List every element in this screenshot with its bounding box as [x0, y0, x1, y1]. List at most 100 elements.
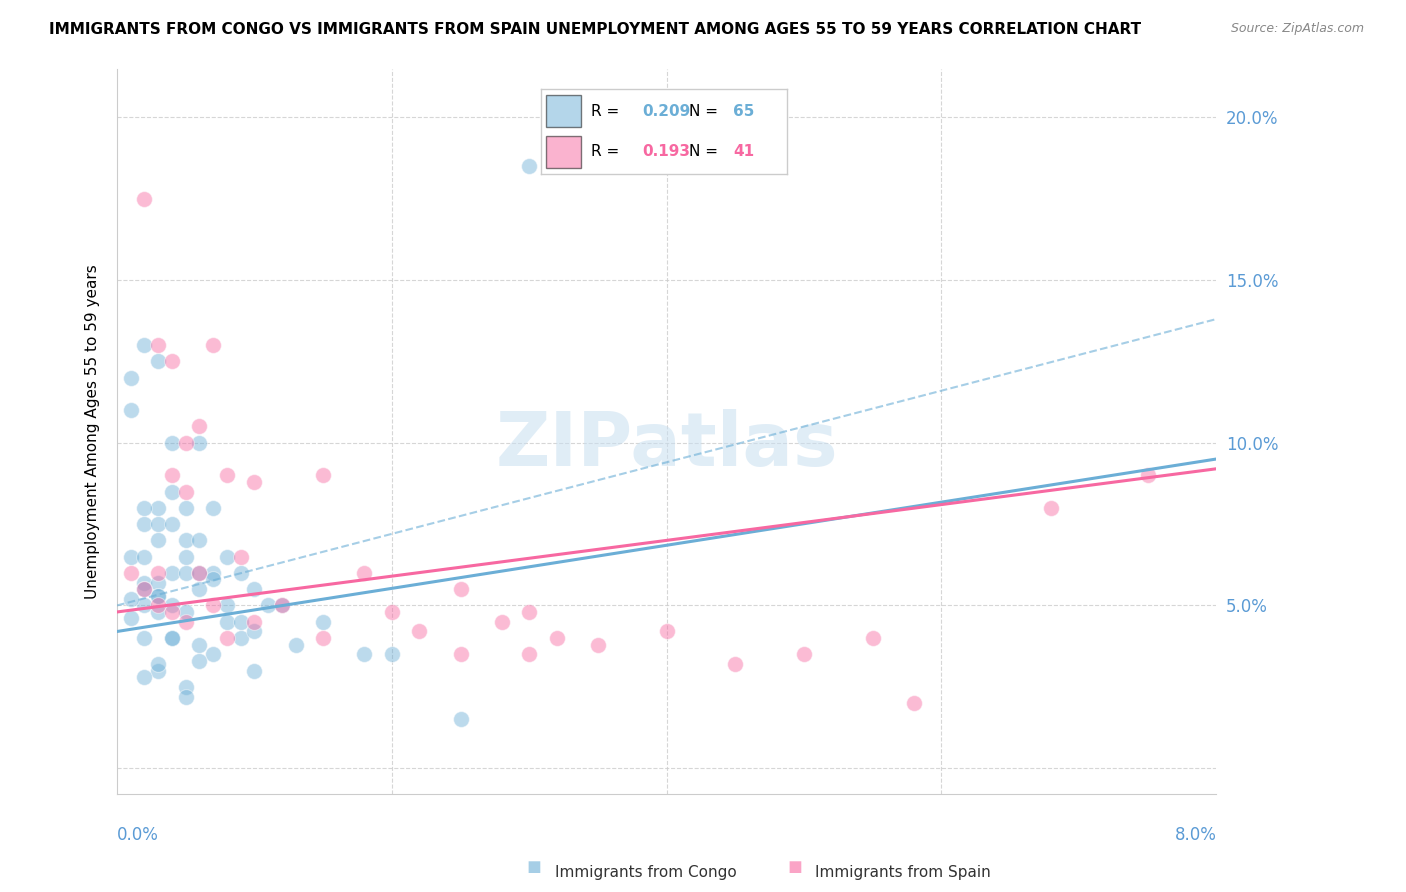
Point	[160, 631, 183, 645]
Point	[243, 582, 266, 597]
Text: R =: R =	[591, 103, 624, 119]
Text: 0.193: 0.193	[643, 145, 690, 160]
Text: 0.209: 0.209	[643, 103, 690, 119]
Point	[188, 638, 211, 652]
Point	[188, 582, 211, 597]
Point	[160, 354, 183, 368]
Point	[381, 647, 404, 661]
Point	[188, 419, 211, 434]
Point	[174, 533, 197, 548]
Point	[188, 435, 211, 450]
Text: 41: 41	[734, 145, 755, 160]
Point	[491, 615, 513, 629]
Point	[655, 624, 678, 639]
Point	[381, 605, 404, 619]
Point	[450, 712, 472, 726]
Point	[148, 500, 170, 515]
Point	[243, 664, 266, 678]
Point	[1136, 468, 1159, 483]
Point	[160, 468, 183, 483]
Point	[148, 566, 170, 580]
Point	[215, 631, 238, 645]
Point	[202, 338, 225, 352]
Point	[724, 657, 747, 671]
Point	[284, 638, 307, 652]
Point	[148, 338, 170, 352]
Point	[134, 338, 156, 352]
Text: IMMIGRANTS FROM CONGO VS IMMIGRANTS FROM SPAIN UNEMPLOYMENT AMONG AGES 55 TO 59 : IMMIGRANTS FROM CONGO VS IMMIGRANTS FROM…	[49, 22, 1142, 37]
Text: R =: R =	[591, 145, 624, 160]
Text: N =: N =	[689, 145, 723, 160]
Text: Immigrants from Spain: Immigrants from Spain	[815, 865, 991, 880]
Point	[160, 566, 183, 580]
Point	[174, 690, 197, 704]
Point	[450, 582, 472, 597]
Point	[188, 566, 211, 580]
Point	[546, 631, 568, 645]
Text: Source: ZipAtlas.com: Source: ZipAtlas.com	[1230, 22, 1364, 36]
Point	[174, 500, 197, 515]
Point	[408, 624, 430, 639]
Point	[134, 670, 156, 684]
FancyBboxPatch shape	[547, 95, 581, 128]
Point	[134, 517, 156, 532]
Point	[174, 435, 197, 450]
Text: N =: N =	[689, 103, 723, 119]
Point	[202, 647, 225, 661]
Point	[148, 533, 170, 548]
Point	[160, 517, 183, 532]
Point	[174, 549, 197, 564]
Point	[202, 599, 225, 613]
Point	[134, 549, 156, 564]
Point	[160, 605, 183, 619]
Point	[243, 475, 266, 489]
Point	[243, 615, 266, 629]
Point	[312, 615, 335, 629]
Point	[450, 647, 472, 661]
Point	[134, 582, 156, 597]
Point	[148, 517, 170, 532]
Point	[160, 631, 183, 645]
Point	[353, 566, 375, 580]
Point	[586, 638, 609, 652]
Point	[148, 575, 170, 590]
Point	[174, 680, 197, 694]
Point	[270, 599, 292, 613]
Point	[270, 599, 292, 613]
Point	[312, 631, 335, 645]
Point	[148, 599, 170, 613]
Point	[120, 549, 142, 564]
Y-axis label: Unemployment Among Ages 55 to 59 years: Unemployment Among Ages 55 to 59 years	[86, 264, 100, 599]
Point	[229, 549, 252, 564]
Point	[862, 631, 884, 645]
Text: ZIPatlas: ZIPatlas	[495, 409, 838, 483]
Text: ◼: ◼	[787, 858, 801, 876]
Point	[257, 599, 280, 613]
Point	[148, 589, 170, 603]
Text: 8.0%: 8.0%	[1174, 826, 1216, 844]
Point	[229, 615, 252, 629]
Point	[148, 657, 170, 671]
Point	[120, 403, 142, 417]
Point	[134, 575, 156, 590]
Point	[229, 566, 252, 580]
Point	[312, 468, 335, 483]
Text: 65: 65	[734, 103, 755, 119]
Point	[517, 159, 540, 173]
Point	[188, 566, 211, 580]
Point	[134, 582, 156, 597]
Point	[793, 647, 815, 661]
Point	[134, 192, 156, 206]
Point	[148, 664, 170, 678]
Point	[517, 605, 540, 619]
Point	[148, 605, 170, 619]
Point	[148, 589, 170, 603]
Text: 0.0%: 0.0%	[117, 826, 159, 844]
Point	[120, 591, 142, 606]
Text: Immigrants from Congo: Immigrants from Congo	[555, 865, 737, 880]
Point	[134, 599, 156, 613]
Point	[903, 696, 925, 710]
Point	[174, 605, 197, 619]
Point	[215, 468, 238, 483]
Point	[120, 566, 142, 580]
